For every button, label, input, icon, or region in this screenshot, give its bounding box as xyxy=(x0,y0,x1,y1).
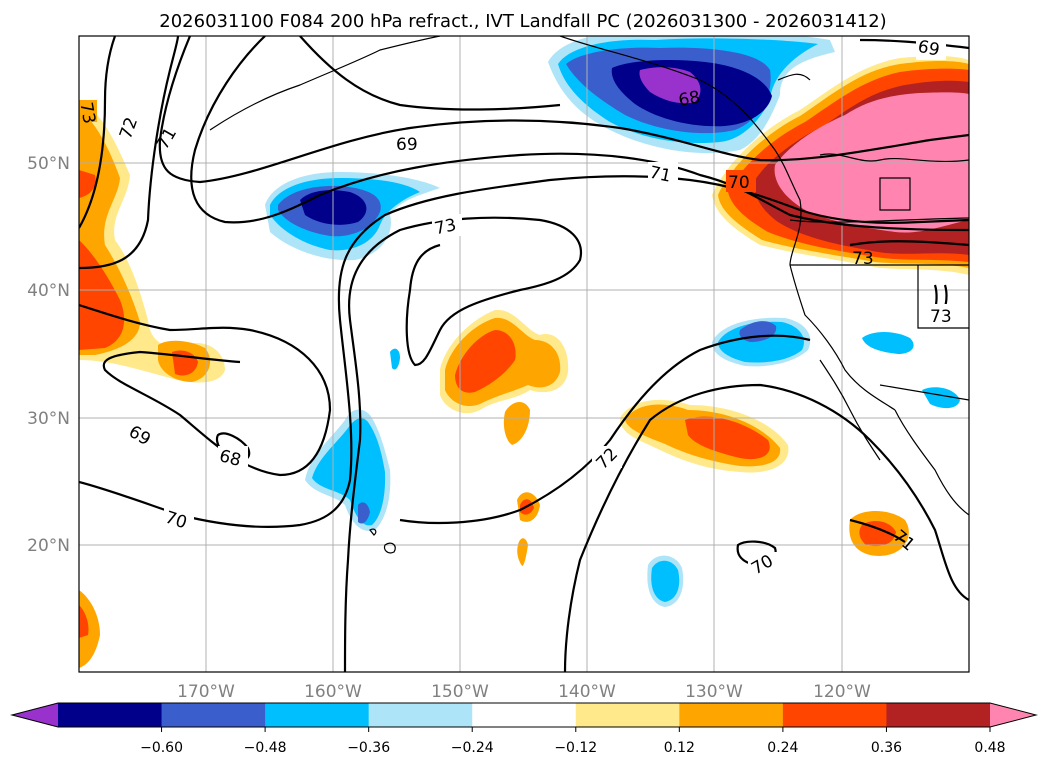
contour-label: 73 xyxy=(75,101,98,126)
colorbar-extend-high xyxy=(990,703,1036,727)
contour-label: 69 xyxy=(916,37,941,61)
lon-tick-130w: 130°W xyxy=(685,682,743,702)
contour-label: 73 xyxy=(930,307,952,327)
lon-tick-170w: 170°W xyxy=(177,682,235,702)
colorbar-tick-label: −0.60 xyxy=(140,740,183,756)
lon-tick-120w: 120°W xyxy=(813,682,871,702)
lon-tick-150w: 150°W xyxy=(431,682,489,702)
colorbar-tick-label: 0.12 xyxy=(664,740,695,756)
gridlines xyxy=(79,36,969,672)
colorbar-outline xyxy=(10,702,1038,728)
colorbar-segment xyxy=(368,703,473,727)
lat-tick-labels: 50°N 40°N 30°N 20°N xyxy=(27,154,70,556)
colorbar-segment xyxy=(472,703,577,727)
lat-tick-50: 50°N xyxy=(27,154,70,174)
lon-tick-160w: 160°W xyxy=(304,682,362,702)
colorbar-segment xyxy=(161,703,266,727)
contour-label: 71 xyxy=(648,163,673,187)
contour-label: 73 xyxy=(433,215,458,239)
shaded-ivt-pc xyxy=(79,36,969,668)
colorbar-segment xyxy=(575,703,680,727)
refractivity-contours xyxy=(79,36,969,672)
colorbar-tick-label: −0.36 xyxy=(347,740,390,756)
colorbar-segment xyxy=(782,703,887,727)
contour-label: 70 xyxy=(728,173,750,193)
colorbar-segment xyxy=(265,703,370,727)
contour-label: 69 xyxy=(396,135,418,155)
colorbar-tick-label: 0.24 xyxy=(767,740,798,756)
coastlines xyxy=(209,36,969,554)
contour-labels: 73 72 71 69 71 70 73 69 68 70 72 70 71 7… xyxy=(75,37,958,579)
lat-tick-30: 30°N xyxy=(27,409,70,429)
lon-tick-140w: 140°W xyxy=(558,682,616,702)
colorbar: −0.60 −0.48 −0.36 −0.24 −0.12 0.12 0.24 0.36 0.4… xyxy=(10,702,1038,756)
map-area: 73 72 71 69 71 70 73 69 68 70 72 70 71 7… xyxy=(75,36,969,672)
lon-tick-labels: 170°W 160°W 150°W 140°W 130°W 120°W xyxy=(177,682,871,702)
colorbar-tick-label: −0.24 xyxy=(451,740,494,756)
lat-tick-20: 20°N xyxy=(27,536,70,556)
contour-label: 73 xyxy=(852,249,874,269)
colorbar-tick-label: −0.48 xyxy=(244,740,287,756)
colorbar-segment xyxy=(679,703,784,727)
contour-label: 68 xyxy=(677,87,702,110)
colorbar-tick-label: 0.48 xyxy=(974,740,1005,756)
colorbar-segment xyxy=(886,703,991,727)
colorbar-segment xyxy=(58,703,163,727)
colorbar-tick-label: −0.12 xyxy=(554,740,597,756)
lat-tick-40: 40°N xyxy=(27,281,70,301)
map-frame xyxy=(78,35,970,673)
figure-title: 2026031100 F084 200 hPa refract., IVT La… xyxy=(159,11,886,32)
colorbar-tick-label: 0.36 xyxy=(871,740,902,756)
